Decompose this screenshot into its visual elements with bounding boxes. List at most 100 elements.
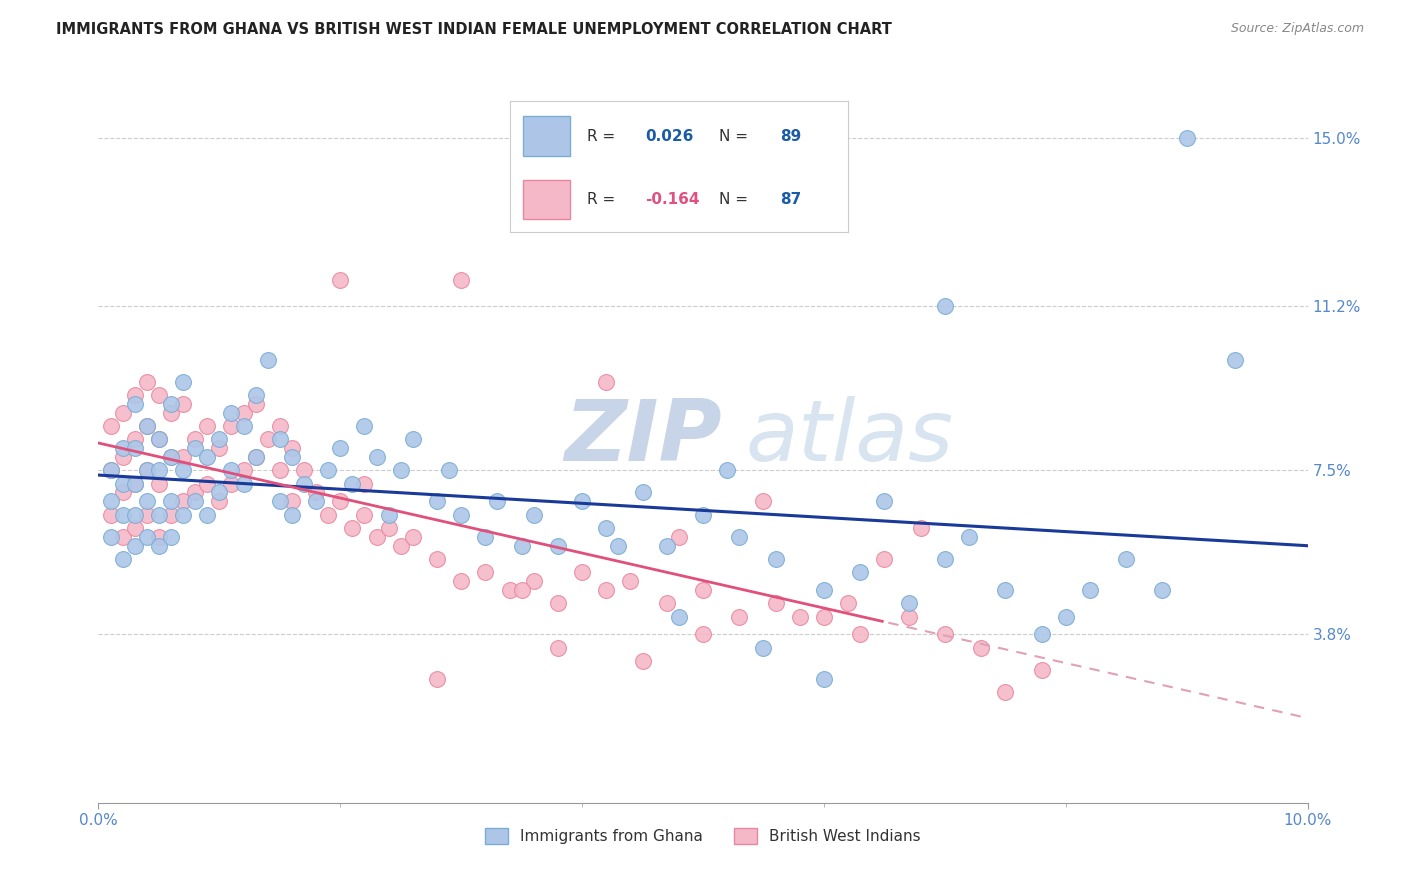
Point — [716, 463, 738, 477]
Point — [221, 406, 243, 420]
Point — [111, 476, 134, 491]
Point — [195, 450, 218, 464]
Point — [208, 432, 231, 446]
Point — [1152, 582, 1174, 597]
Point — [281, 508, 304, 522]
Point — [547, 539, 569, 553]
Point — [172, 494, 194, 508]
Point — [135, 419, 157, 434]
Point — [269, 463, 291, 477]
Point — [498, 582, 520, 597]
Point — [160, 530, 183, 544]
Point — [195, 508, 218, 522]
Point — [486, 494, 509, 508]
Text: IMMIGRANTS FROM GHANA VS BRITISH WEST INDIAN FEMALE UNEMPLOYMENT CORRELATION CHA: IMMIGRANTS FROM GHANA VS BRITISH WEST IN… — [56, 22, 893, 37]
Point — [329, 441, 352, 455]
Point — [366, 530, 388, 544]
Point — [813, 609, 835, 624]
Point — [232, 406, 254, 420]
Point — [245, 388, 267, 402]
Point — [124, 508, 146, 522]
Point — [281, 494, 304, 508]
Point — [111, 552, 134, 566]
Point — [897, 596, 920, 610]
Point — [135, 494, 157, 508]
Point — [1031, 627, 1053, 641]
Point — [474, 566, 496, 580]
Point — [426, 672, 449, 686]
Point — [245, 450, 267, 464]
Point — [111, 508, 134, 522]
Point — [208, 485, 231, 500]
Point — [135, 463, 157, 477]
Point — [595, 375, 617, 389]
Point — [619, 574, 641, 589]
Point — [184, 494, 207, 508]
Point — [256, 432, 278, 446]
Point — [510, 582, 533, 597]
Point — [450, 508, 472, 522]
Point — [752, 640, 775, 655]
Point — [1223, 352, 1246, 367]
Point — [1054, 609, 1077, 624]
Point — [426, 494, 449, 508]
Point — [172, 375, 194, 389]
Point — [571, 566, 593, 580]
Point — [111, 530, 134, 544]
Point — [765, 552, 787, 566]
Point — [208, 494, 231, 508]
Point — [184, 485, 207, 500]
Point — [668, 530, 690, 544]
Point — [281, 441, 304, 455]
Point — [402, 432, 425, 446]
Point — [329, 273, 352, 287]
Point — [269, 432, 291, 446]
Point — [124, 476, 146, 491]
Point — [1031, 663, 1053, 677]
Point — [957, 530, 980, 544]
Point — [305, 494, 328, 508]
Point — [281, 450, 304, 464]
Point — [849, 566, 872, 580]
Point — [342, 521, 364, 535]
Point — [100, 530, 122, 544]
Point — [837, 596, 859, 610]
Point — [668, 609, 690, 624]
Point — [377, 508, 399, 522]
Point — [789, 609, 811, 624]
Point — [631, 654, 654, 668]
Point — [547, 640, 569, 655]
Point — [523, 508, 546, 522]
Legend: Immigrants from Ghana, British West Indians: Immigrants from Ghana, British West Indi… — [479, 822, 927, 850]
Point — [172, 450, 194, 464]
Point — [135, 375, 157, 389]
Point — [353, 508, 375, 522]
Point — [547, 596, 569, 610]
Point — [873, 552, 896, 566]
Point — [160, 397, 183, 411]
Point — [1115, 552, 1137, 566]
Point — [148, 432, 170, 446]
Point — [269, 419, 291, 434]
Point — [329, 494, 352, 508]
Point — [450, 574, 472, 589]
Point — [111, 450, 134, 464]
Point — [377, 521, 399, 535]
Point — [148, 539, 170, 553]
Point — [160, 494, 183, 508]
Point — [184, 441, 207, 455]
Point — [172, 463, 194, 477]
Point — [655, 596, 678, 610]
Point — [934, 299, 956, 313]
Point — [897, 609, 920, 624]
Point — [353, 419, 375, 434]
Point — [353, 476, 375, 491]
Point — [135, 419, 157, 434]
Point — [124, 432, 146, 446]
Point — [765, 596, 787, 610]
Point — [111, 485, 134, 500]
Point — [160, 450, 183, 464]
Point — [595, 582, 617, 597]
Point — [124, 539, 146, 553]
Point — [148, 476, 170, 491]
